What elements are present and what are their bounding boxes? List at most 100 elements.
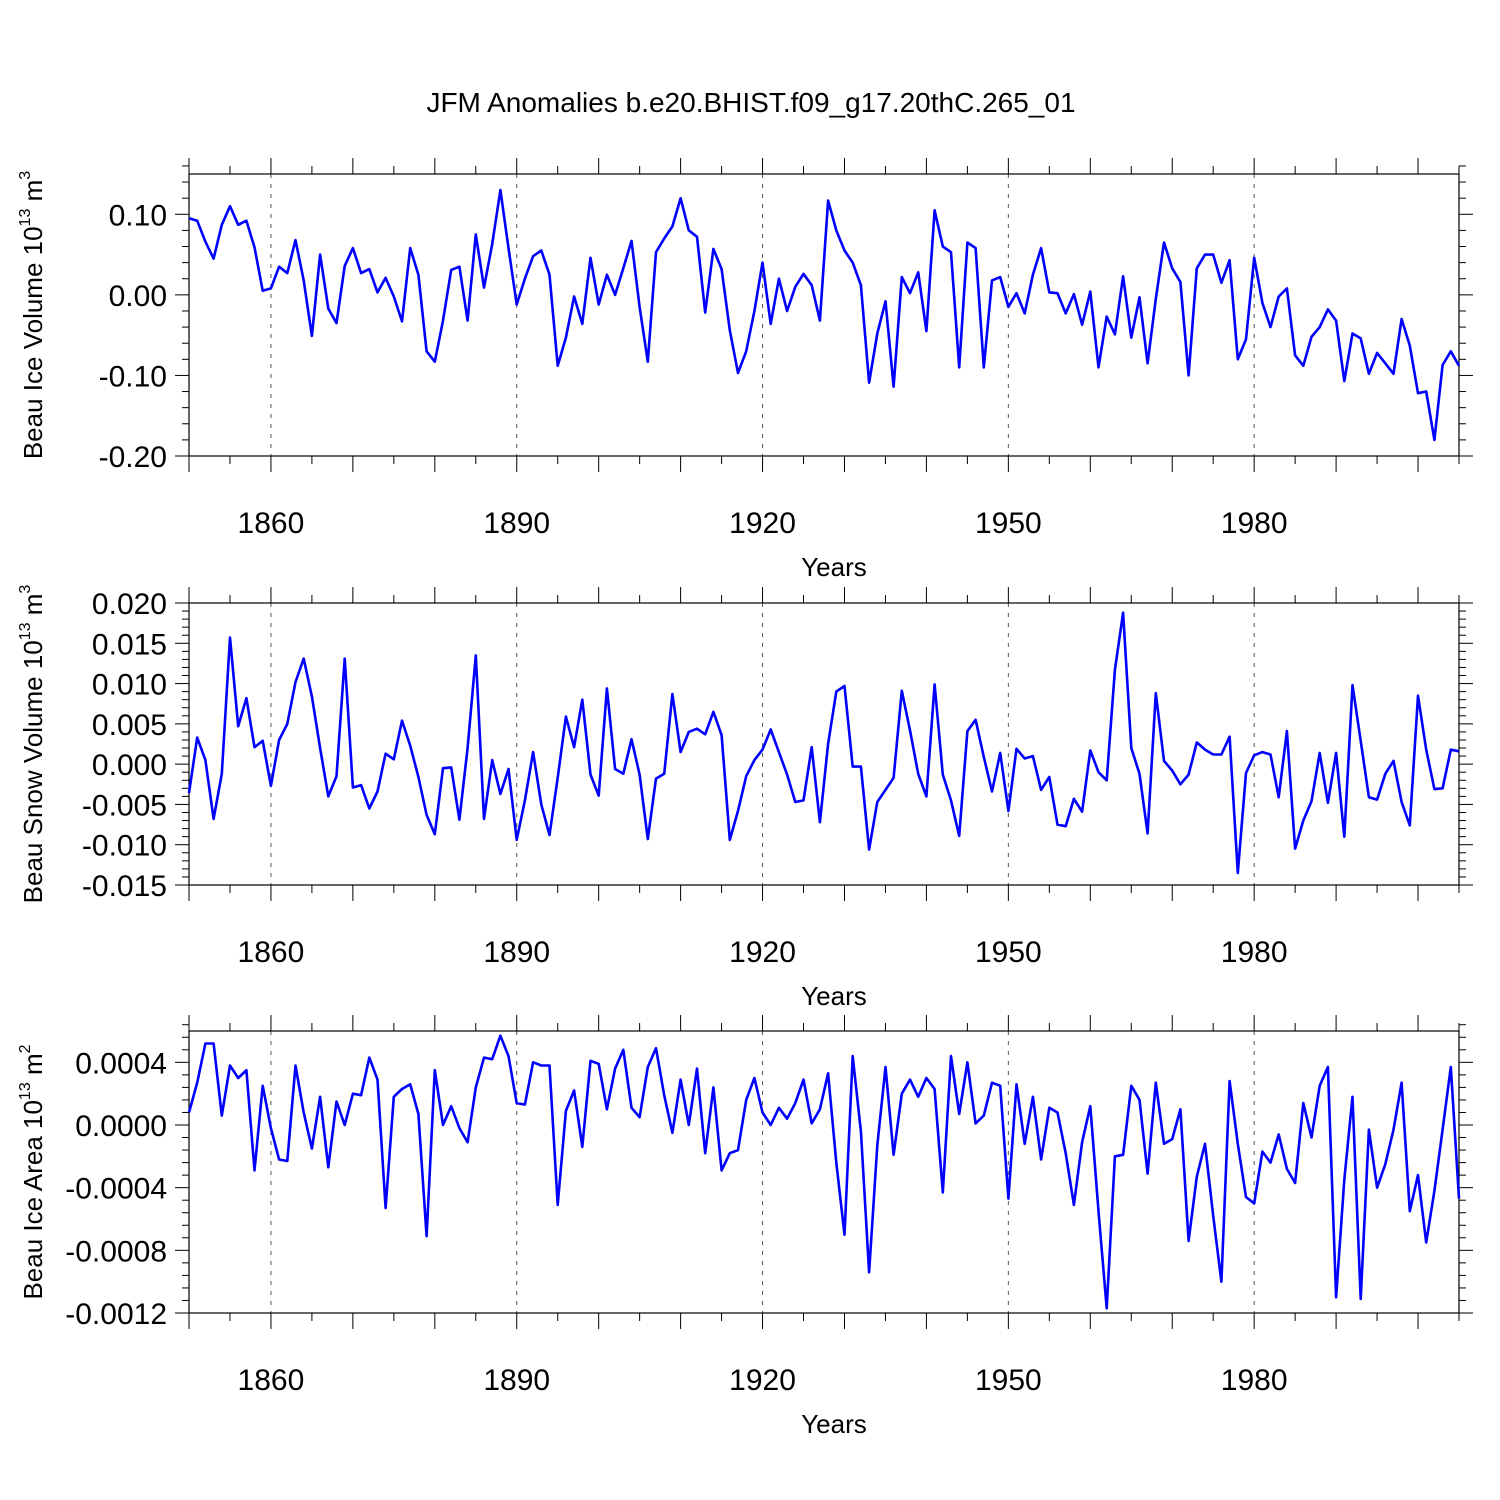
data-point [409, 744, 411, 746]
data-point [245, 1069, 247, 1071]
data-point [1245, 1196, 1247, 1198]
plot-frame [188, 1030, 1460, 1314]
data-point [229, 1064, 231, 1066]
data-point [565, 336, 567, 338]
data-point [835, 229, 837, 231]
data-point [696, 1067, 698, 1069]
data-point [1073, 1204, 1075, 1206]
data-point [892, 777, 894, 779]
data-point [925, 795, 927, 797]
data-point [638, 773, 640, 775]
data-point [311, 335, 313, 337]
data-point [819, 319, 821, 321]
data-point [1384, 1163, 1386, 1165]
data-point [1368, 1129, 1370, 1131]
data-point [450, 1105, 452, 1107]
data-point [663, 1094, 665, 1096]
data-point [1032, 755, 1034, 757]
data-point [253, 246, 255, 248]
data-point [966, 241, 968, 243]
data-point [1237, 358, 1239, 360]
data-point [294, 1064, 296, 1066]
data-point [1351, 1096, 1353, 1098]
data-point [1228, 736, 1230, 738]
x-axis-label: Years [801, 552, 867, 582]
data-point [720, 734, 722, 736]
data-point [368, 1056, 370, 1058]
data-point [483, 818, 485, 820]
x-tick-label: 1950 [975, 1364, 1042, 1397]
data-point [1458, 1197, 1460, 1199]
data-point [1138, 773, 1140, 775]
data-point [966, 1061, 968, 1063]
data-point [401, 320, 403, 322]
data-point [1384, 362, 1386, 364]
data-point [1065, 825, 1067, 827]
data-point [229, 205, 231, 207]
data-point [352, 1093, 354, 1095]
chart-panel-3: -0.0012 -0.0008 -0.0004 0.0000 0.0004 1860 189… [17, 1015, 1473, 1439]
data-point [1409, 824, 1411, 826]
x-tick-label: 1920 [729, 507, 796, 540]
data-point [950, 799, 952, 801]
data-point [868, 848, 870, 850]
data-point [294, 681, 296, 683]
series-line [187, 611, 1460, 875]
data-point [917, 773, 919, 775]
data-point [1212, 753, 1214, 755]
data-point [1425, 1241, 1427, 1243]
data-point [1392, 760, 1394, 762]
data-point [1204, 1143, 1206, 1145]
x-tick-label: 1980 [1221, 507, 1288, 540]
data-point [540, 1064, 542, 1066]
data-point [1458, 750, 1460, 752]
data-point [188, 792, 190, 794]
data-point [262, 740, 264, 742]
data-point [729, 329, 731, 331]
data-point [1023, 757, 1025, 759]
data-point [1302, 365, 1304, 367]
data-point [778, 278, 780, 280]
data-point [270, 1127, 272, 1129]
data-point [311, 695, 313, 697]
data-point [884, 300, 886, 302]
data-point [1122, 275, 1124, 277]
data-point [221, 773, 223, 775]
data-point [671, 1132, 673, 1134]
data-point [557, 365, 559, 367]
data-point [811, 284, 813, 286]
y-tick-label: 0.000 [92, 749, 167, 782]
y-tick-label: -0.005 [82, 789, 167, 822]
data-point [434, 833, 436, 835]
data-point [942, 773, 944, 775]
data-point [491, 759, 493, 761]
data-point [770, 1124, 772, 1126]
y-tick-label: 0.00 [109, 280, 167, 313]
data-point [1228, 1080, 1230, 1082]
data-point [376, 291, 378, 293]
data-point [1015, 748, 1017, 750]
data-point [688, 1124, 690, 1126]
data-point [499, 189, 501, 191]
y-tick-label: -0.0004 [65, 1173, 167, 1206]
data-point [548, 1064, 550, 1066]
data-point [1023, 1143, 1025, 1145]
data-point [811, 1122, 813, 1124]
data-point [1056, 1111, 1058, 1113]
data-point [1261, 751, 1263, 753]
data-point [1114, 333, 1116, 335]
data-point [1327, 1066, 1329, 1068]
data-point [1417, 1174, 1419, 1176]
data-point [1138, 1099, 1140, 1101]
data-point [352, 786, 354, 788]
data-point [1253, 754, 1255, 756]
data-point [909, 729, 911, 731]
y-tick-label: 0.005 [92, 709, 167, 742]
data-point [524, 278, 526, 280]
data-point [335, 1100, 337, 1102]
data-point [1269, 326, 1271, 328]
data-point [974, 719, 976, 721]
x-tick-label: 1860 [238, 507, 305, 540]
data-point [1417, 695, 1419, 697]
data-point [1155, 692, 1157, 694]
